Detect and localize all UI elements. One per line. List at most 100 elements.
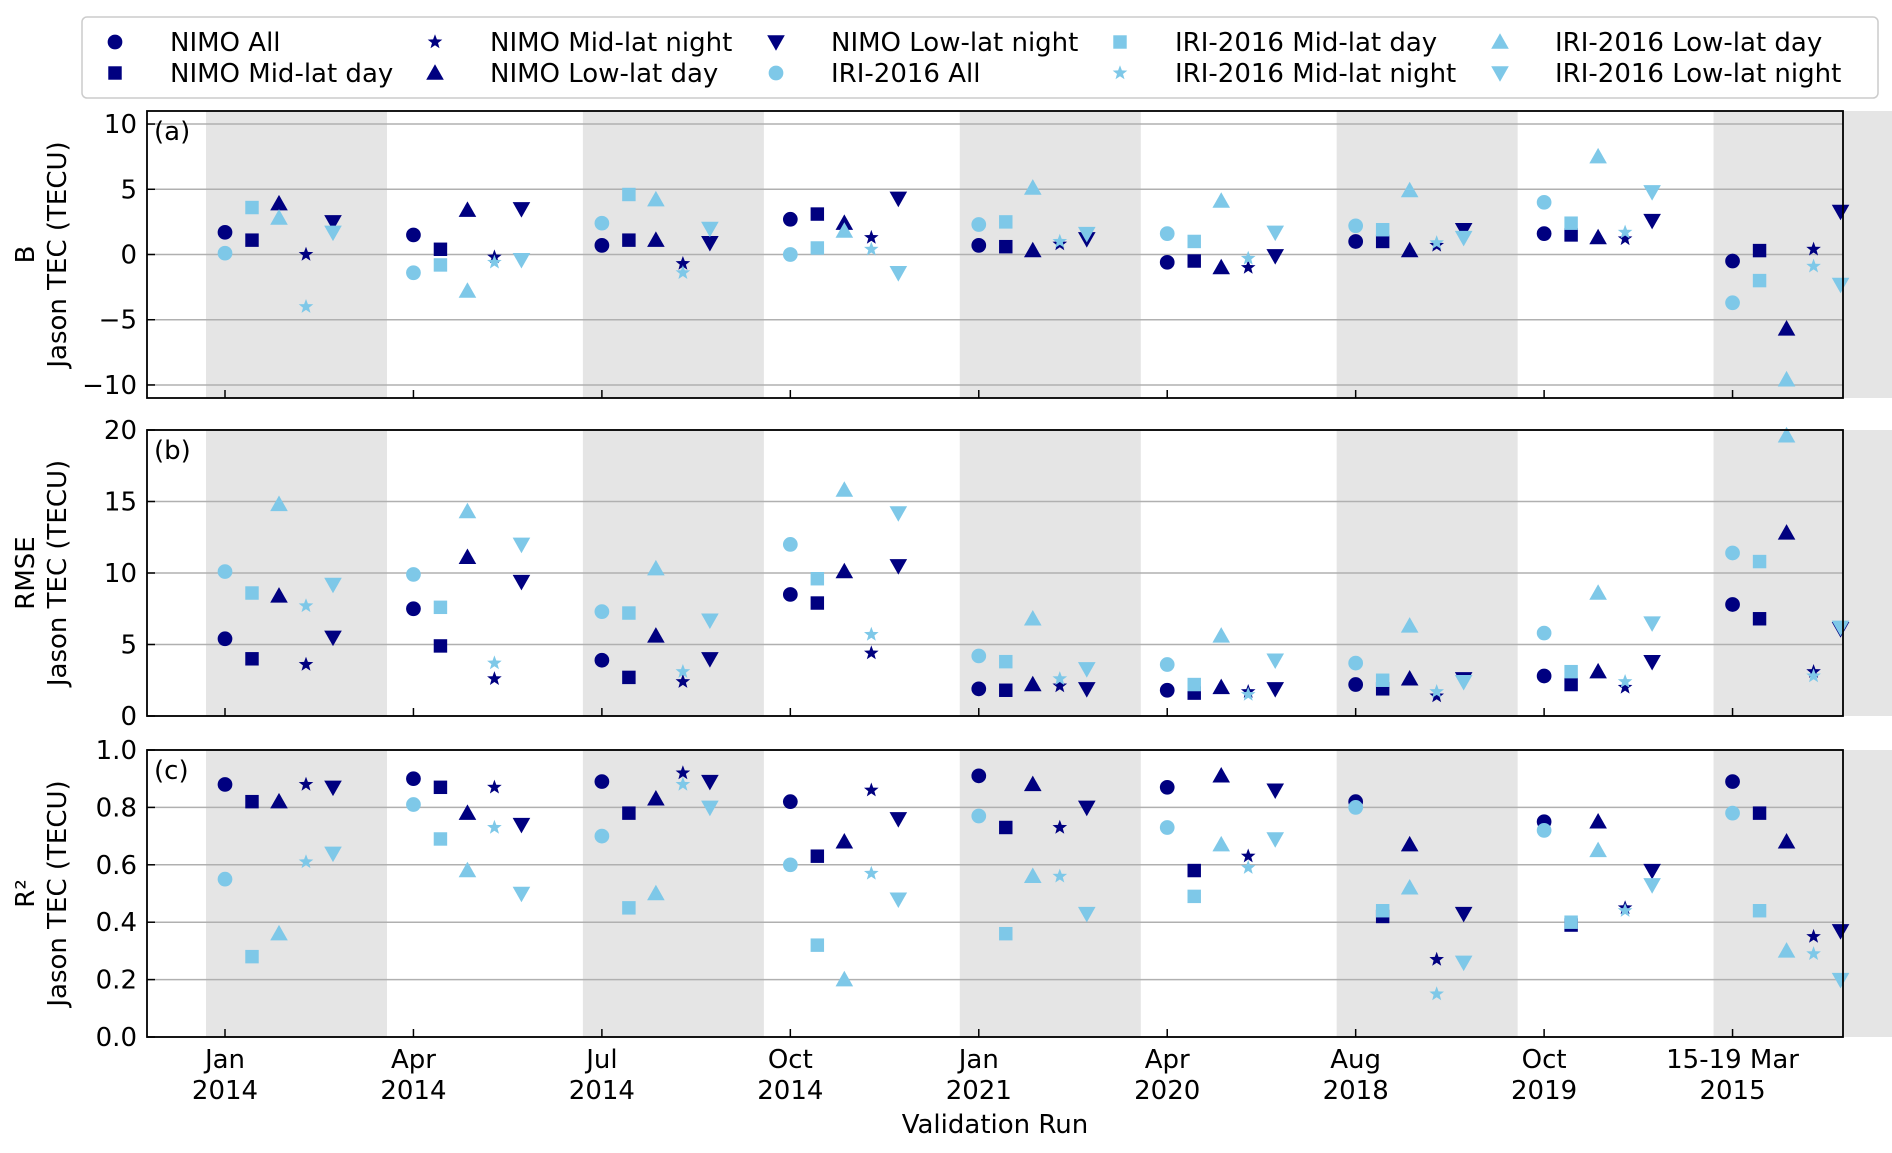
data-point	[782, 794, 798, 810]
data-point	[1643, 616, 1661, 632]
data-point	[433, 780, 448, 795]
data-point	[1831, 277, 1850, 294]
shaded-band	[1336, 750, 1518, 1037]
data-point	[298, 598, 314, 613]
data-point	[971, 217, 987, 232]
data-point	[971, 648, 987, 664]
data-point	[999, 820, 1013, 835]
data-point	[1454, 955, 1473, 972]
data-point	[1266, 653, 1285, 670]
data-point	[1725, 545, 1740, 561]
data-point	[1077, 906, 1096, 923]
data-point	[270, 495, 288, 512]
y-axis-label-line: R²	[11, 879, 41, 908]
data-point	[324, 215, 342, 231]
data-point	[622, 606, 636, 620]
y-axis-label-line: Jason TEC (TECU)	[43, 460, 73, 688]
panel-c: 0.0 0.2 0.4 0.6 0.8 1.0 (c) R² Jason TEC (TECU)	[11, 736, 1892, 1053]
data-point	[1429, 688, 1444, 703]
data-point	[1023, 609, 1042, 626]
data-point	[298, 776, 314, 791]
data-point	[324, 225, 342, 242]
y-tick-label: 5	[120, 175, 137, 205]
data-point	[864, 626, 879, 641]
data-point	[622, 233, 636, 247]
data-point	[487, 655, 502, 670]
legend-marker	[426, 64, 444, 80]
y-axis-label: R² Jason TEC (TECU)	[11, 780, 73, 1008]
data-point	[1643, 654, 1661, 671]
data-point	[1536, 668, 1552, 684]
data-point	[1400, 878, 1419, 895]
data-point	[406, 601, 421, 617]
x-tick-label: Oct	[768, 1045, 813, 1075]
legend-item-iri-2016-all: IRI-2016 All	[768, 59, 980, 89]
data-point	[433, 242, 448, 257]
data-point	[324, 846, 342, 863]
series-nimo-low-lat-day	[270, 524, 1796, 695]
data-point	[1052, 678, 1068, 693]
data-point	[1536, 194, 1552, 210]
x-tick-label: 2020	[1134, 1076, 1200, 1106]
data-point	[1454, 230, 1473, 247]
data-point	[1159, 779, 1175, 795]
shaded-band	[959, 750, 1141, 1037]
data-point	[270, 924, 288, 941]
y-tick-label: 0.8	[96, 793, 137, 823]
data-point	[1212, 678, 1231, 695]
data-point	[1536, 823, 1552, 838]
y-tick-label: 0	[120, 702, 137, 732]
x-tick-label: Oct	[1522, 1045, 1567, 1075]
series-iri-2016-low-lat-night	[324, 506, 1850, 691]
y-tick-label: −5	[99, 306, 137, 336]
data-point	[1564, 228, 1578, 242]
data-point	[1564, 915, 1578, 929]
data-point	[1159, 682, 1175, 698]
data-point	[1375, 904, 1390, 918]
data-point	[1806, 928, 1821, 943]
series-nimo-mid-lat-day	[245, 596, 1767, 700]
panel-frame	[146, 749, 1844, 1038]
series-iri-2016-low-lat-night	[324, 800, 1850, 989]
legend-item-iri-2016-mid-lat-day: IRI-2016 Mid-lat day	[1113, 28, 1437, 58]
data-point	[1725, 774, 1740, 789]
data-point	[701, 236, 719, 252]
data-point	[1240, 860, 1256, 874]
data-point	[245, 586, 259, 600]
shaded-band	[582, 750, 764, 1037]
y-tick-label: 1.0	[96, 736, 137, 766]
data-point	[1752, 273, 1767, 288]
y-axis-label-line: RMSE	[11, 536, 41, 609]
data-point	[217, 631, 233, 647]
data-point	[1348, 218, 1364, 234]
data-point	[1536, 625, 1552, 641]
data-point	[675, 664, 691, 678]
data-point	[1023, 675, 1042, 692]
data-point	[647, 190, 665, 207]
data-point	[1052, 819, 1068, 834]
data-point	[1023, 775, 1042, 792]
panel-label: (c)	[154, 756, 189, 786]
data-point	[971, 808, 987, 824]
data-point	[782, 857, 798, 873]
y-tick-label: 15	[104, 488, 137, 518]
data-point	[1266, 682, 1285, 698]
data-point	[406, 771, 421, 787]
data-point	[1589, 841, 1607, 858]
data-point	[245, 200, 259, 215]
data-point	[458, 548, 477, 564]
data-point	[512, 574, 531, 591]
data-point	[1777, 370, 1796, 387]
x-tick-label: 2014	[569, 1076, 635, 1106]
data-point	[675, 765, 691, 780]
data-point	[864, 229, 879, 244]
data-point	[999, 239, 1013, 254]
data-point	[1212, 258, 1231, 275]
data-point	[1617, 674, 1633, 688]
x-tick-label: 15-19 Mar	[1666, 1045, 1799, 1075]
data-point	[675, 256, 691, 270]
series-iri-2016-low-lat-day	[270, 426, 1796, 643]
panel-frame	[146, 110, 1844, 399]
x-tick-label: 2014	[192, 1076, 258, 1106]
